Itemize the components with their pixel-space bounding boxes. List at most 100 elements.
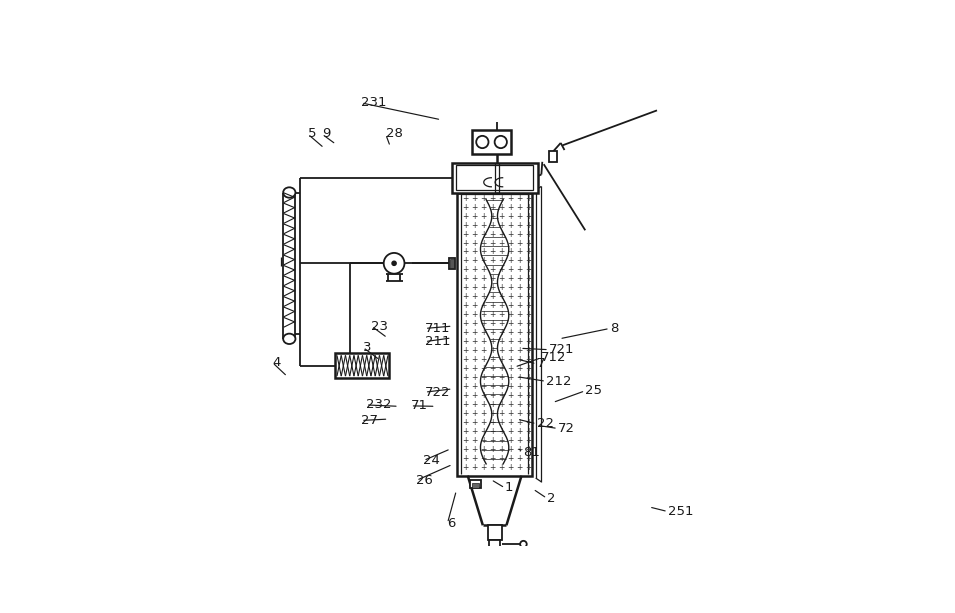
Text: +: + <box>472 292 478 302</box>
Text: +: + <box>517 238 522 248</box>
Text: +: + <box>507 400 514 409</box>
Text: 212: 212 <box>546 375 572 388</box>
Text: 232: 232 <box>366 398 392 411</box>
Text: +: + <box>507 275 514 283</box>
Text: 711: 711 <box>425 322 450 335</box>
Text: +: + <box>507 194 514 203</box>
Text: +: + <box>462 436 469 445</box>
Text: +: + <box>499 436 505 445</box>
Text: +: + <box>472 373 478 382</box>
Text: 9: 9 <box>322 128 330 140</box>
Text: +: + <box>462 275 469 283</box>
Text: +: + <box>517 418 522 427</box>
Text: +: + <box>490 238 496 248</box>
Text: +: + <box>462 301 469 310</box>
Text: +: + <box>480 382 487 391</box>
Circle shape <box>520 541 527 547</box>
Text: +: + <box>525 229 532 238</box>
Text: +: + <box>525 427 532 436</box>
Text: 712: 712 <box>541 351 567 364</box>
Text: +: + <box>525 211 532 221</box>
Text: +: + <box>507 418 514 427</box>
Text: +: + <box>490 283 496 292</box>
Bar <box>489 541 500 548</box>
Text: +: + <box>480 346 487 355</box>
Text: +: + <box>462 454 469 463</box>
Text: +: + <box>480 337 487 346</box>
Ellipse shape <box>284 333 295 344</box>
Text: +: + <box>525 301 532 310</box>
Text: +: + <box>490 355 496 364</box>
Text: +: + <box>525 337 532 346</box>
Text: +: + <box>480 211 487 221</box>
Text: +: + <box>472 436 478 445</box>
Text: +: + <box>480 400 487 409</box>
Text: +: + <box>480 436 487 445</box>
Text: +: + <box>472 256 478 265</box>
Text: +: + <box>517 364 522 373</box>
Text: +: + <box>517 409 522 418</box>
Text: +: + <box>525 346 532 355</box>
Text: +: + <box>462 382 469 391</box>
Text: 7: 7 <box>537 357 545 370</box>
Text: +: + <box>462 310 469 319</box>
Text: +: + <box>517 400 522 409</box>
Text: +: + <box>472 283 478 292</box>
Bar <box>457 192 532 476</box>
Text: +: + <box>462 292 469 302</box>
Text: +: + <box>462 248 469 256</box>
Text: +: + <box>462 463 469 472</box>
Text: +: + <box>507 346 514 355</box>
Text: +: + <box>517 427 522 436</box>
Text: +: + <box>517 221 522 230</box>
Circle shape <box>384 253 405 273</box>
Text: +: + <box>480 238 487 248</box>
Text: +: + <box>525 436 532 445</box>
Text: +: + <box>525 310 532 319</box>
Text: +: + <box>517 328 522 337</box>
Text: +: + <box>490 445 496 454</box>
Ellipse shape <box>284 188 295 198</box>
Bar <box>456 165 533 189</box>
Text: +: + <box>480 292 487 302</box>
Text: +: + <box>507 382 514 391</box>
Text: +: + <box>507 409 514 418</box>
Text: +: + <box>507 238 514 248</box>
Text: +: + <box>525 454 532 463</box>
Text: +: + <box>517 346 522 355</box>
Text: +: + <box>490 373 496 382</box>
Text: 6: 6 <box>448 517 456 530</box>
Text: +: + <box>517 275 522 283</box>
Text: +: + <box>499 203 505 211</box>
Text: +: + <box>480 373 487 382</box>
Text: +: + <box>480 445 487 454</box>
Bar <box>472 483 479 487</box>
Text: +: + <box>499 292 505 302</box>
Text: +: + <box>499 221 505 230</box>
Text: +: + <box>499 194 505 203</box>
Text: 22: 22 <box>537 417 554 430</box>
Text: +: + <box>462 229 469 238</box>
Text: +: + <box>517 256 522 265</box>
Text: +: + <box>490 248 496 256</box>
Text: 71: 71 <box>411 399 428 413</box>
Text: +: + <box>462 283 469 292</box>
Text: +: + <box>525 203 532 211</box>
Text: +: + <box>480 203 487 211</box>
Text: 25: 25 <box>585 384 603 397</box>
Text: +: + <box>462 409 469 418</box>
Text: +: + <box>462 265 469 275</box>
Text: 5: 5 <box>308 128 316 140</box>
Text: +: + <box>490 275 496 283</box>
Text: +: + <box>525 400 532 409</box>
Text: +: + <box>507 454 514 463</box>
Text: +: + <box>462 221 469 230</box>
Text: +: + <box>472 203 478 211</box>
Text: +: + <box>517 454 522 463</box>
Text: +: + <box>480 229 487 238</box>
Text: +: + <box>462 211 469 221</box>
Text: +: + <box>472 211 478 221</box>
Text: +: + <box>517 310 522 319</box>
Text: +: + <box>472 454 478 463</box>
Text: 4: 4 <box>272 356 281 369</box>
